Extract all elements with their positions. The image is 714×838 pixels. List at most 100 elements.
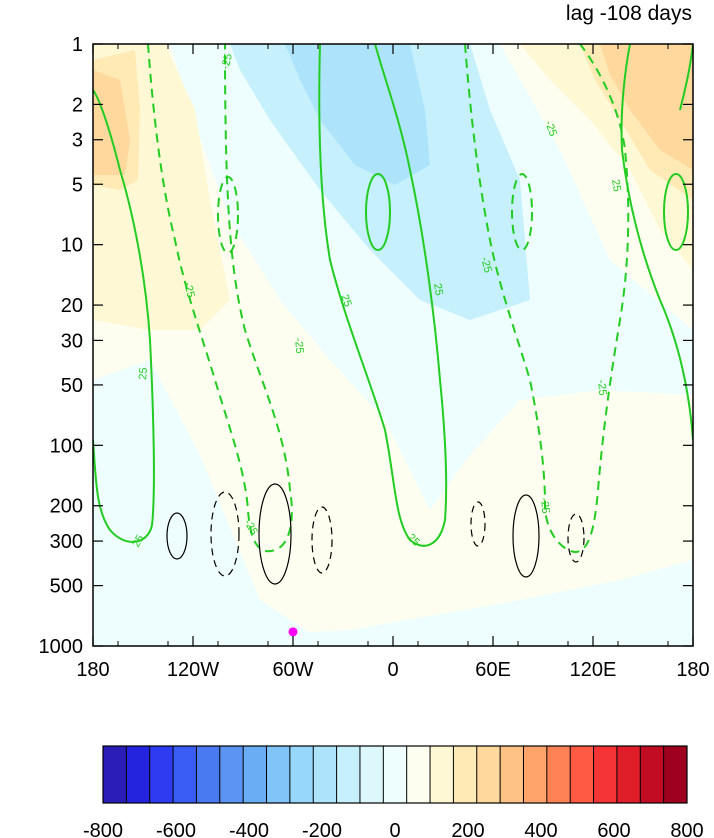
colorbar-swatch [570,746,595,803]
contour-solid-2 [318,44,448,547]
y-tick-label: 20 [61,295,83,317]
colorbar-swatch [593,746,618,803]
black-dashed-contour [567,513,585,563]
negative-region-core [230,44,530,320]
green-contours [93,44,693,554]
y-tick-label: 50 [61,375,83,397]
y-tick-label: 10 [61,235,83,257]
colorbar-swatch [103,746,127,803]
positive-region-east-peak [600,44,693,170]
black-dashed-contour [311,506,333,574]
y-tick-label: 300 [50,531,83,553]
colorbar-tick-label: 800 [670,820,703,838]
black-solid-contour [512,494,540,578]
contour-dashed-small-1 [217,176,239,254]
colorbar-frame [102,745,688,804]
contour-label: -25 [292,337,305,354]
colorbar-swatch [289,746,314,803]
colorbar-swatch [430,746,454,803]
y-tick-label: 1000 [39,636,84,658]
x-tick-label: 120W [167,659,219,681]
negative-region-peak [285,44,430,185]
contour-label: -25 [478,256,494,274]
colorbar-swatch [523,746,548,803]
x-tick-label: 0 [387,659,398,681]
colorbar-swatch [149,746,174,803]
colorbar-tick-label: 400 [524,820,557,838]
location-marker [288,627,298,637]
contour-dashed-1 [147,44,293,553]
contour-label: 25 [130,533,147,550]
colorbar-swatch [640,746,665,803]
colorbar-swatch [406,746,431,803]
black-contours [166,483,585,585]
x-tick-label: 180 [676,659,709,681]
y-axis: 1 2 3 5 10 20 30 50 100 200 300 500 1000 [39,34,693,658]
contour-label: 25 [137,367,150,380]
negative-region-low [93,360,330,646]
x-tick-label: 60E [475,659,511,681]
colorbar-swatch [313,746,338,803]
y-tick-label: 30 [61,330,83,352]
colorbar-swatch [196,746,221,803]
colorbar-swatch [500,746,524,803]
colorbar-swatch [173,746,197,803]
colorbar-tick-label: 0 [389,820,400,838]
negative-region-low-far [150,560,693,646]
chart-title: lag -108 days [566,2,692,25]
contour-solid-small-2 [663,173,689,251]
colorbar-swatch [359,746,384,803]
contour-labels: -25 -25 -25 -25 -25 -25 -25 -25 25 25 25… [130,52,623,549]
colorbar-swatch [663,746,688,803]
y-tick-label: 500 [50,576,83,598]
x-tick-label: 120E [570,659,617,681]
contour-label: -25 [181,281,197,299]
y-tick-label: 2 [72,94,83,116]
contour-label: 25 [338,293,353,309]
black-solid-contour [258,483,292,585]
colorbar-swatch [219,746,244,803]
y-tick-label: 100 [50,435,83,457]
contour-solid-3 [620,44,693,441]
shaded-field [93,44,693,646]
y-tick-label: 1 [72,34,83,56]
contour-solid-1 [93,89,155,543]
contour-dashed-2 [464,44,630,554]
colorbar-swatch [453,746,478,803]
positive-region-west-peak [93,70,130,175]
colorbar-swatch [266,746,291,803]
black-dashed-contour [470,501,486,547]
colorbar-tick-label: -800 [83,820,123,838]
contour-label: -25 [538,497,551,514]
colorbar-tick-label: -200 [302,820,342,838]
contour-solid-top-right [679,44,693,111]
y-tick-label: 3 [72,130,83,152]
colorbar-tick-label: 200 [451,820,484,838]
contour-label: -25 [219,52,235,70]
colorbar-tick-label: -600 [156,820,196,838]
colorbar-swatch [476,746,501,803]
colorbar-swatch [546,746,571,803]
contour-solid-small-1 [365,173,391,251]
black-solid-contour [166,512,188,560]
contour-label: -25 [542,119,559,138]
colorbar-swatch [383,746,408,803]
contour-label: -25 [595,379,608,396]
contour-dashed-small-2 [511,173,533,251]
colorbar-tick-label: -400 [229,820,269,838]
colorbar-swatch [243,746,268,803]
y-tick-label: 200 [50,496,83,518]
colorbar-swatch [616,746,641,803]
colorbar [102,745,688,804]
colorbar-swatch [126,746,151,803]
y-tick-label: 5 [72,174,83,196]
black-dashed-contour [210,491,240,577]
colorbar-labels: -800 -600 -400 -200 0 200 400 600 800 [83,820,704,838]
contour-label: 25 [431,282,445,296]
colorbar-swatch [336,746,361,803]
x-tick-label: 180 [76,659,109,681]
contour-label: 25 [609,178,623,192]
x-axis: 180 120W 60W 0 60E 120E 180 [76,44,710,681]
colorbar-tick-label: 600 [597,820,630,838]
